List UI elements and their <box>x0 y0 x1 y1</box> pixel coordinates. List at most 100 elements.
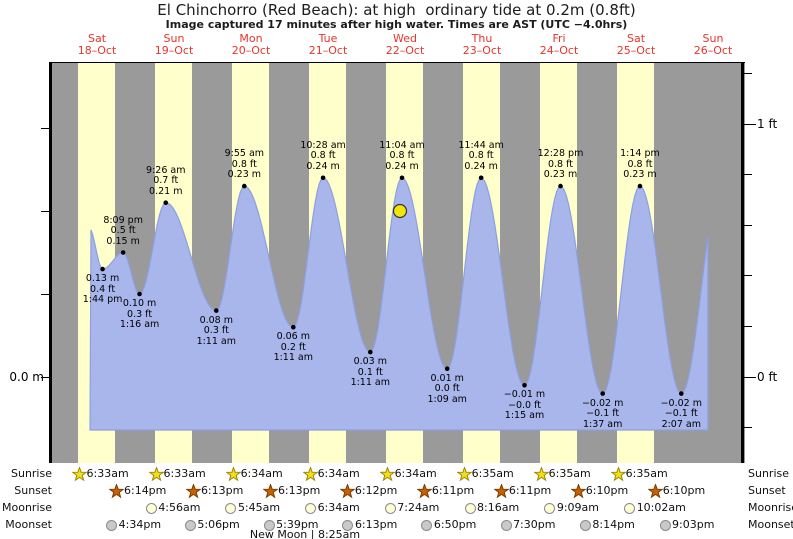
moonrise-time: 6:34am <box>317 501 360 514</box>
day-label: Sat 25–Oct <box>616 32 656 57</box>
tide-extreme-dot <box>478 175 484 181</box>
tide-extreme-dot <box>444 366 450 372</box>
day-label: Thu 23–Oct <box>462 32 502 57</box>
sunrise-star-icon <box>226 466 242 481</box>
new-moon-note: New Moon | 8:25am <box>249 528 361 539</box>
chart-title: El Chinchorro (Red Beach): at high ordin… <box>157 1 636 19</box>
day-label: Tue 21–Oct <box>308 32 348 57</box>
y-axis-label-0m: 0.0 m <box>9 370 44 384</box>
sunrise-star-icon <box>534 466 550 481</box>
tide-extreme-dot <box>242 183 247 189</box>
moonset-icon <box>579 519 591 531</box>
moonrise-icon <box>624 502 636 514</box>
chart-subtitle: Image captured 17 minutes after high wat… <box>165 18 628 31</box>
y-axis-label-1ft: 1 ft <box>757 117 778 131</box>
moonset-icon <box>184 519 196 531</box>
tide-extreme-label: 1:14 pm 0.8 ft 0.23 m <box>620 148 660 181</box>
tide-extreme-label: 0.10 m 0.3 ft 1:16 am <box>119 298 160 330</box>
tide-extreme-label: 12:28 pm 0.8 ft 0.23 m <box>537 148 584 181</box>
tide-extreme-label: 0.01 m 0.0 ft 1:09 am <box>427 372 467 405</box>
moonset-time: 9:03pm <box>672 518 715 531</box>
moonset-icon <box>106 519 118 531</box>
sunrise-star-icon <box>303 466 319 481</box>
moonrise-time: 4:56am <box>158 501 201 514</box>
left-axis-tick <box>41 293 50 295</box>
moonrise-icon <box>464 502 476 514</box>
tide-extreme-dot <box>320 175 326 181</box>
sunrise-time: 6:34am <box>317 467 360 480</box>
tide-extreme-dot <box>100 266 105 272</box>
tide-extreme-dot <box>637 183 643 189</box>
tide-extreme-label: 11:04 am 0.8 ft 0.24 m <box>379 139 425 172</box>
sunset-time: 6:11pm <box>431 484 475 497</box>
sunset-time: 6:10pm <box>662 484 706 497</box>
sunset-star-icon <box>109 483 125 498</box>
y-axis-label-0ft: 0 ft <box>757 370 778 384</box>
tide-extreme-dot <box>120 250 126 255</box>
left-axis-tick <box>41 210 50 212</box>
moonrise-row-label-right: Moonrise <box>748 501 793 514</box>
right-axis-tick <box>744 174 752 176</box>
moonset-time: 5:39pm <box>276 518 319 531</box>
tide-extreme-dot <box>137 291 142 297</box>
plot-top-border <box>50 62 745 63</box>
sunset-time: 6:13pm <box>277 484 321 497</box>
moonrise-row-label-left: Moonrise <box>2 501 52 514</box>
tide-extreme-label: 0.06 m 0.2 ft 1:11 am <box>273 331 313 364</box>
moonset-time: 8:14pm <box>592 518 635 531</box>
tide-extreme-label: 9:55 am 0.8 ft 0.23 m <box>224 148 265 181</box>
left-axis-tick <box>41 376 50 378</box>
sunset-star-icon <box>263 483 279 498</box>
moonset-icon <box>263 519 275 531</box>
moonset-time: 6:13pm <box>354 518 398 531</box>
day-label: Mon 20–Oct <box>231 32 271 57</box>
sunset-star-icon <box>648 483 664 498</box>
left-axis <box>49 62 52 463</box>
tide-extreme-label: 10:28 am 0.8 ft 0.24 m <box>300 139 346 172</box>
sunset-star-icon <box>186 483 202 498</box>
moonset-icon <box>659 519 671 531</box>
day-label: Fri 24–Oct <box>539 32 579 57</box>
sunrise-star-icon <box>380 466 396 481</box>
sunrise-star-icon <box>72 466 87 481</box>
sunset-star-icon <box>417 483 433 498</box>
tide-area <box>89 177 709 431</box>
sunrise-row-label-right: Sunrise <box>748 467 790 480</box>
moonset-row-label-right: Moonset <box>748 518 793 531</box>
sunset-time: 6:11pm <box>508 484 552 497</box>
sunrise-time: 6:35am <box>471 467 514 480</box>
sunset-star-icon <box>494 483 510 498</box>
right-axis-tick <box>744 275 752 277</box>
tide-extreme-dot <box>399 175 405 181</box>
sunset-row-label-left: Sunset <box>14 484 52 497</box>
moonrise-icon <box>225 502 237 514</box>
tide-curve <box>89 175 709 431</box>
moonset-icon <box>342 519 354 531</box>
moonset-time: 7:30pm <box>513 518 556 531</box>
tide-extreme-label: 11:44 am 0.8 ft 0.24 m <box>458 139 504 172</box>
tide-extreme-label: 0.13 m 0.4 ft 1:44 pm <box>82 273 123 306</box>
moonset-icon <box>500 519 512 531</box>
tide-extreme-label: −0.02 m −0.1 ft 1:37 am <box>581 397 624 430</box>
tide-extreme-dot <box>678 391 684 396</box>
sunset-time: 6:14pm <box>123 484 167 497</box>
day-label: Wed 22–Oct <box>385 32 425 57</box>
moonrise-time: 8:16am <box>477 501 520 514</box>
tide-extreme-dot <box>600 391 605 396</box>
sunrise-time: 6:33am <box>163 467 206 480</box>
moonset-row-label-left: Moonset <box>5 518 52 531</box>
tide-extreme-dot <box>290 324 296 330</box>
moonset-time: 6:50pm <box>433 518 477 531</box>
tide-extreme-label: 8:09 pm 0.5 ft 0.15 m <box>103 214 143 247</box>
right-axis-tick <box>744 376 756 378</box>
right-axis-tick <box>744 325 752 327</box>
right-axis-tick <box>744 224 752 226</box>
tide-extreme-label: 0.08 m 0.3 ft 1:11 am <box>196 314 236 347</box>
tide-extreme-label: 9:26 am 0.7 ft 0.21 m <box>146 164 186 197</box>
moonset-icon <box>421 519 433 531</box>
moonrise-icon <box>305 502 317 514</box>
sunrise-star-icon <box>149 466 164 481</box>
moonset-time: 4:34pm <box>118 518 162 531</box>
tide-extreme-label: −0.02 m −0.1 ft 2:07 am <box>660 397 702 430</box>
